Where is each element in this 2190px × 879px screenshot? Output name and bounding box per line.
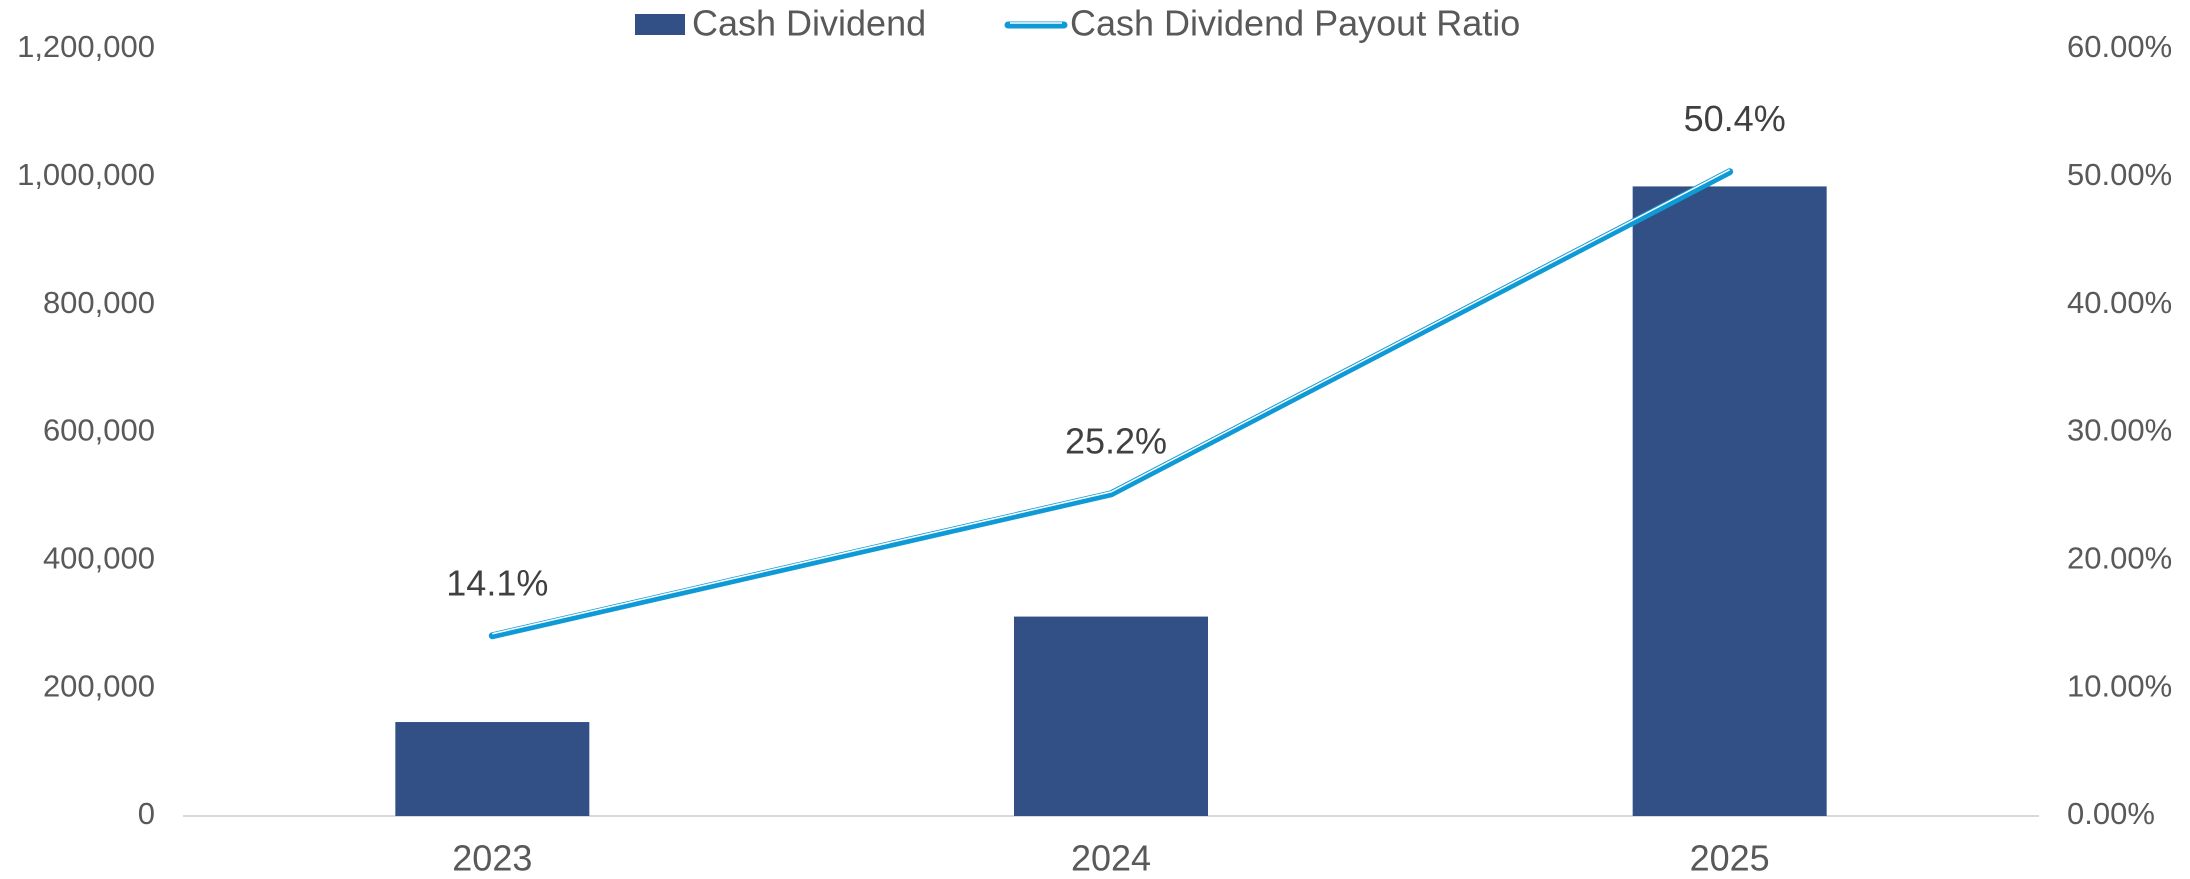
x-tick-label: 2024: [1071, 838, 1151, 879]
y-tick-label: 200,000: [43, 668, 155, 703]
x-tick-label: 2025: [1690, 838, 1770, 879]
y-tick-label: 0: [138, 796, 155, 831]
bar: [1632, 186, 1827, 816]
data-label: 25.2%: [1065, 420, 1167, 461]
y-tick-label: 600,000: [43, 413, 155, 448]
data-label: 50.4%: [1684, 98, 1786, 139]
y2-tick-label: 30.00%: [2067, 413, 2172, 448]
y2-tick-label: 40.00%: [2067, 285, 2172, 320]
y-tick-label: 800,000: [43, 285, 155, 320]
bar: [1014, 616, 1208, 816]
line: [488, 168, 1734, 640]
bar: [395, 722, 590, 816]
line-highlight: [492, 169, 1731, 635]
legend-label: Cash Dividend Payout Ratio: [1070, 3, 1520, 44]
data-label: 14.1%: [446, 562, 548, 603]
legend-label: Cash Dividend: [692, 3, 926, 44]
y2-tick-label: 0.00%: [2067, 796, 2155, 831]
y-tick-label: 1,200,000: [17, 29, 155, 64]
y2-tick-label: 60.00%: [2067, 29, 2172, 64]
y2-tick-label: 10.00%: [2067, 668, 2172, 703]
y-tick-label: 400,000: [43, 541, 155, 576]
y-tick-label: 1,000,000: [17, 157, 155, 192]
y2-tick-label: 20.00%: [2067, 541, 2172, 576]
legend-swatch: [635, 14, 685, 35]
x-tick-label: 2023: [452, 838, 532, 879]
y2-tick-label: 50.00%: [2067, 157, 2172, 192]
